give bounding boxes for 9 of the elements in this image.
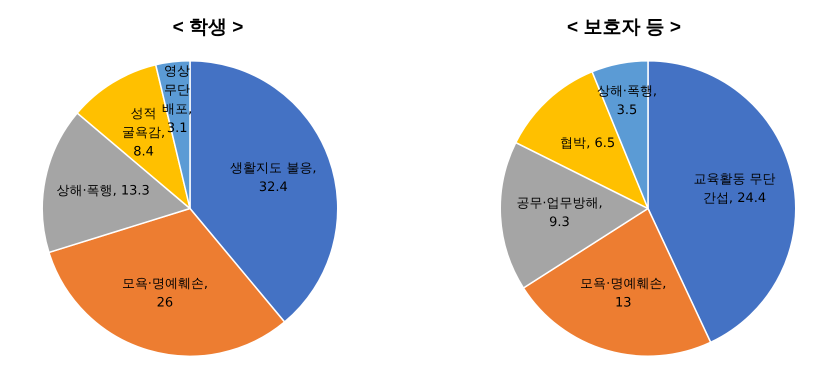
slice-label: 협박, 6.5	[560, 136, 616, 151]
slice-label: 공무·업무방해, 9.3	[516, 196, 603, 230]
chart-title: < 보호자 등 >	[566, 16, 682, 40]
slice-label: 생활지도 불응, 32.4	[230, 161, 316, 196]
chart-title: < 학생 >	[172, 16, 244, 40]
slice-label: 모욕·명예훼손, 13	[580, 276, 666, 311]
slice-label: 모욕·명예훼손, 26	[122, 276, 208, 310]
slice-label: 상해·폭행, 13.3	[56, 183, 150, 198]
slice-label: 교육활동 무단 간섭, 24.4	[693, 172, 776, 206]
